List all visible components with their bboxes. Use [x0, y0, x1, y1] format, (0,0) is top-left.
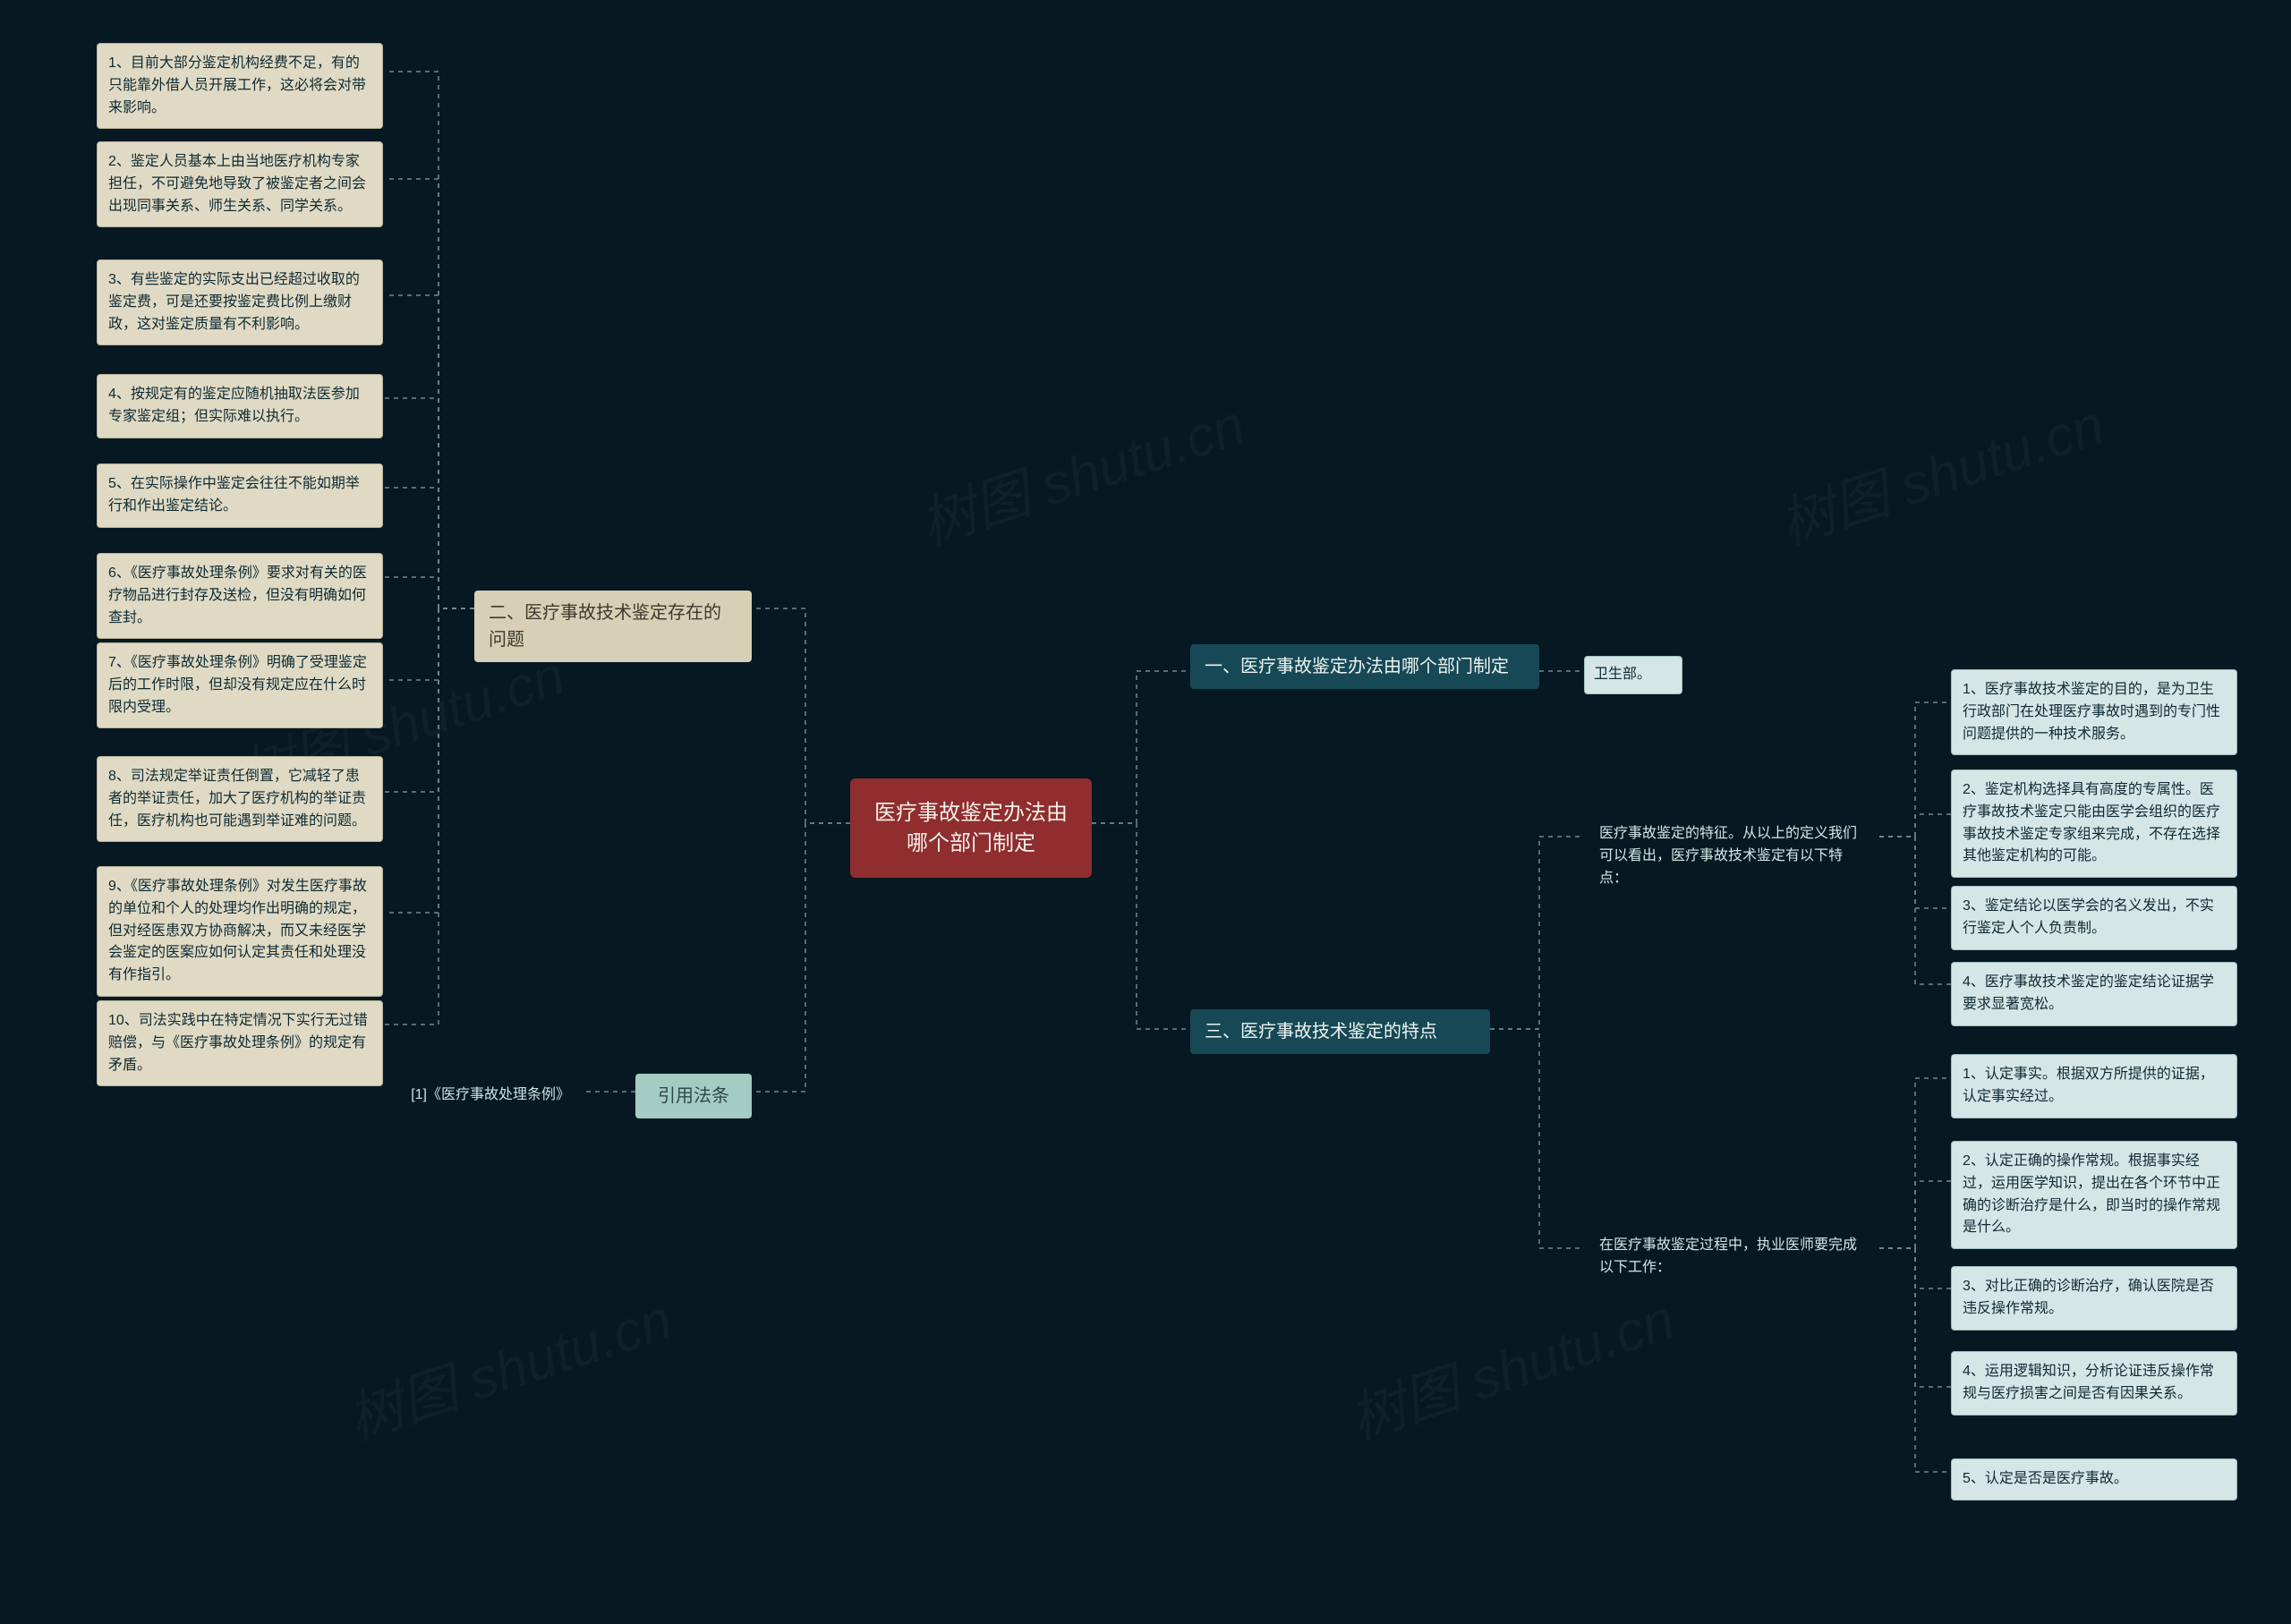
b2-leaf-1-text: 2、鉴定人员基本上由当地医疗机构专家担任，不可避免地导致了被鉴定者之间会出现同事… — [108, 154, 366, 214]
watermark: 树图 shutu.cn — [908, 379, 1253, 560]
b3-g1-leaf-1: 2、鉴定机构选择具有高度的专属性。医疗事故技术鉴定只能由医学会组织的医疗事故技术… — [1951, 769, 2237, 878]
b2-leaf-0: 1、目前大部分鉴定机构经费不足，有的只能靠外借人员开展工作，这必将会对带来影响。 — [97, 43, 383, 129]
b2-leaf-2: 3、有些鉴定的实际支出已经超过收取的鉴定费，可是还要按鉴定费比例上缴财政，这对鉴… — [97, 259, 383, 345]
b2-leaf-8-text: 9、《医疗事故处理条例》对发生医疗事故的单位和个人的处理均作出明确的规定，但对经… — [108, 879, 367, 982]
watermark: 树图 shutu.cn — [1338, 1274, 1682, 1455]
b3-g2-leaf-4: 5、认定是否是医疗事故。 — [1951, 1458, 2237, 1501]
watermark: 树图 shutu.cn — [1767, 379, 2112, 560]
branch-1: 一、医疗事故鉴定办法由哪个部门制定 — [1190, 644, 1539, 689]
b2-leaf-5: 6、《医疗事故处理条例》要求对有关的医疗物品进行封存及送检，但没有明确如何查封。 — [97, 553, 383, 639]
b3-g1-leaf-3: 4、医疗事故技术鉴定的鉴定结论证据学要求显著宽松。 — [1951, 962, 2237, 1026]
b3-g1-leaf-2-text: 3、鉴定结论以医学会的名义发出，不实行鉴定人个人负责制。 — [1963, 898, 2214, 936]
b2-leaf-4: 5、在实际操作中鉴定会往往不能如期举行和作出鉴定结论。 — [97, 463, 383, 528]
b3-g1-descr: 医疗事故鉴定的特征。从以上的定义我们可以看出，医疗事故技术鉴定有以下特点： — [1588, 814, 1875, 898]
b3-g1-leaf-2: 3、鉴定结论以医学会的名义发出，不实行鉴定人个人负责制。 — [1951, 886, 2237, 950]
b2-leaf-3: 4、按规定有的鉴定应随机抽取法医参加专家鉴定组；但实际难以执行。 — [97, 374, 383, 438]
branch-1-leaf-text: 卫生部。 — [1594, 667, 1651, 682]
b2-leaf-7-text: 8、司法规定举证责任倒置，它减轻了患者的举证责任，加大了医疗机构的举证责任，医疗… — [108, 769, 366, 829]
b2-leaf-8: 9、《医疗事故处理条例》对发生医疗事故的单位和个人的处理均作出明确的规定，但对经… — [97, 866, 383, 997]
root-node: 医疗事故鉴定办法由哪个部门制定 — [850, 778, 1092, 878]
branch-3: 三、医疗事故技术鉴定的特点 — [1190, 1009, 1490, 1054]
branch-2: 二、医疗事故技术鉴定存在的问题 — [474, 591, 752, 662]
b3-g1-leaf-0: 1、医疗事故技术鉴定的目的，是为卫生行政部门在处理医疗事故时遇到的专门性问题提供… — [1951, 669, 2237, 755]
b2-leaf-6-text: 7、《医疗事故处理条例》明确了受理鉴定后的工作时限，但却没有规定应在什么时限内受… — [108, 655, 367, 715]
b2-leaf-9-text: 10、司法实践中在特定情况下实行无过错赔偿，与《医疗事故处理条例》的规定有矛盾。 — [108, 1013, 368, 1073]
citation-text: [1]《医疗事故处理条例》 — [411, 1087, 570, 1102]
b3-g2-leaf-0-text: 1、认定事实。根据双方所提供的证据，认定事实经过。 — [1963, 1067, 2214, 1104]
branch-cite: 引用法条 — [635, 1074, 752, 1118]
b3-g2-leaf-2-text: 3、对比正确的诊断治疗，确认医院是否违反操作常规。 — [1963, 1279, 2214, 1316]
b3-g1-descr-text: 医疗事故鉴定的特征。从以上的定义我们可以看出，医疗事故技术鉴定有以下特点： — [1599, 826, 1857, 886]
branch-1-leaf: 卫生部。 — [1584, 656, 1682, 694]
b3-g2-descr: 在医疗事故鉴定过程中，执业医师要完成以下工作： — [1588, 1226, 1875, 1288]
b2-leaf-6: 7、《医疗事故处理条例》明确了受理鉴定后的工作时限，但却没有规定应在什么时限内受… — [97, 642, 383, 728]
b3-g2-leaf-3: 4、运用逻辑知识，分析论证违反操作常规与医疗损害之间是否有因果关系。 — [1951, 1351, 2237, 1416]
b3-g1-leaf-1-text: 2、鉴定机构选择具有高度的专属性。医疗事故技术鉴定只能由医学会组织的医疗事故技术… — [1963, 782, 2220, 863]
branch-1-label: 一、医疗事故鉴定办法由哪个部门制定 — [1205, 657, 1509, 676]
b3-g2-leaf-1: 2、认定正确的操作常规。根据事实经过，运用医学知识，提出在各个环节中正确的诊断治… — [1951, 1141, 2237, 1249]
b3-g2-leaf-3-text: 4、运用逻辑知识，分析论证违反操作常规与医疗损害之间是否有因果关系。 — [1963, 1364, 2214, 1401]
branch-2-label: 二、医疗事故技术鉴定存在的问题 — [489, 603, 721, 650]
b3-g2-leaf-1-text: 2、认定正确的操作常规。根据事实经过，运用医学知识，提出在各个环节中正确的诊断治… — [1963, 1153, 2220, 1235]
root-label: 医疗事故鉴定办法由哪个部门制定 — [874, 801, 1068, 855]
b2-leaf-9: 10、司法实践中在特定情况下实行无过错赔偿，与《医疗事故处理条例》的规定有矛盾。 — [97, 1000, 383, 1086]
b3-g2-leaf-4-text: 5、认定是否是医疗事故。 — [1963, 1471, 2128, 1486]
b3-g2-descr-text: 在医疗事故鉴定过程中，执业医师要完成以下工作： — [1599, 1237, 1857, 1275]
b2-leaf-0-text: 1、目前大部分鉴定机构经费不足，有的只能靠外借人员开展工作，这必将会对带来影响。 — [108, 55, 366, 115]
b2-leaf-7: 8、司法规定举证责任倒置，它减轻了患者的举证责任，加大了医疗机构的举证责任，医疗… — [97, 756, 383, 842]
b3-g1-leaf-0-text: 1、医疗事故技术鉴定的目的，是为卫生行政部门在处理医疗事故时遇到的专门性问题提供… — [1963, 682, 2220, 742]
branch-cite-label: 引用法条 — [658, 1086, 729, 1106]
b2-leaf-3-text: 4、按规定有的鉴定应随机抽取法医参加专家鉴定组；但实际难以执行。 — [108, 387, 360, 424]
b3-g1-leaf-3-text: 4、医疗事故技术鉴定的鉴定结论证据学要求显著宽松。 — [1963, 974, 2214, 1012]
b2-leaf-1: 2、鉴定人员基本上由当地医疗机构专家担任，不可避免地导致了被鉴定者之间会出现同事… — [97, 141, 383, 227]
citation-leaf: [1]《医疗事故处理条例》 — [371, 1079, 577, 1112]
b2-leaf-2-text: 3、有些鉴定的实际支出已经超过收取的鉴定费，可是还要按鉴定费比例上缴财政，这对鉴… — [108, 272, 360, 332]
b2-leaf-4-text: 5、在实际操作中鉴定会往往不能如期举行和作出鉴定结论。 — [108, 476, 360, 514]
b3-g2-leaf-2: 3、对比正确的诊断治疗，确认医院是否违反操作常规。 — [1951, 1266, 2237, 1331]
b3-g2-leaf-0: 1、认定事实。根据双方所提供的证据，认定事实经过。 — [1951, 1054, 2237, 1118]
branch-3-label: 三、医疗事故技术鉴定的特点 — [1205, 1022, 1437, 1042]
watermark: 树图 shutu.cn — [336, 1274, 680, 1455]
b2-leaf-5-text: 6、《医疗事故处理条例》要求对有关的医疗物品进行封存及送检，但没有明确如何查封。 — [108, 565, 367, 625]
